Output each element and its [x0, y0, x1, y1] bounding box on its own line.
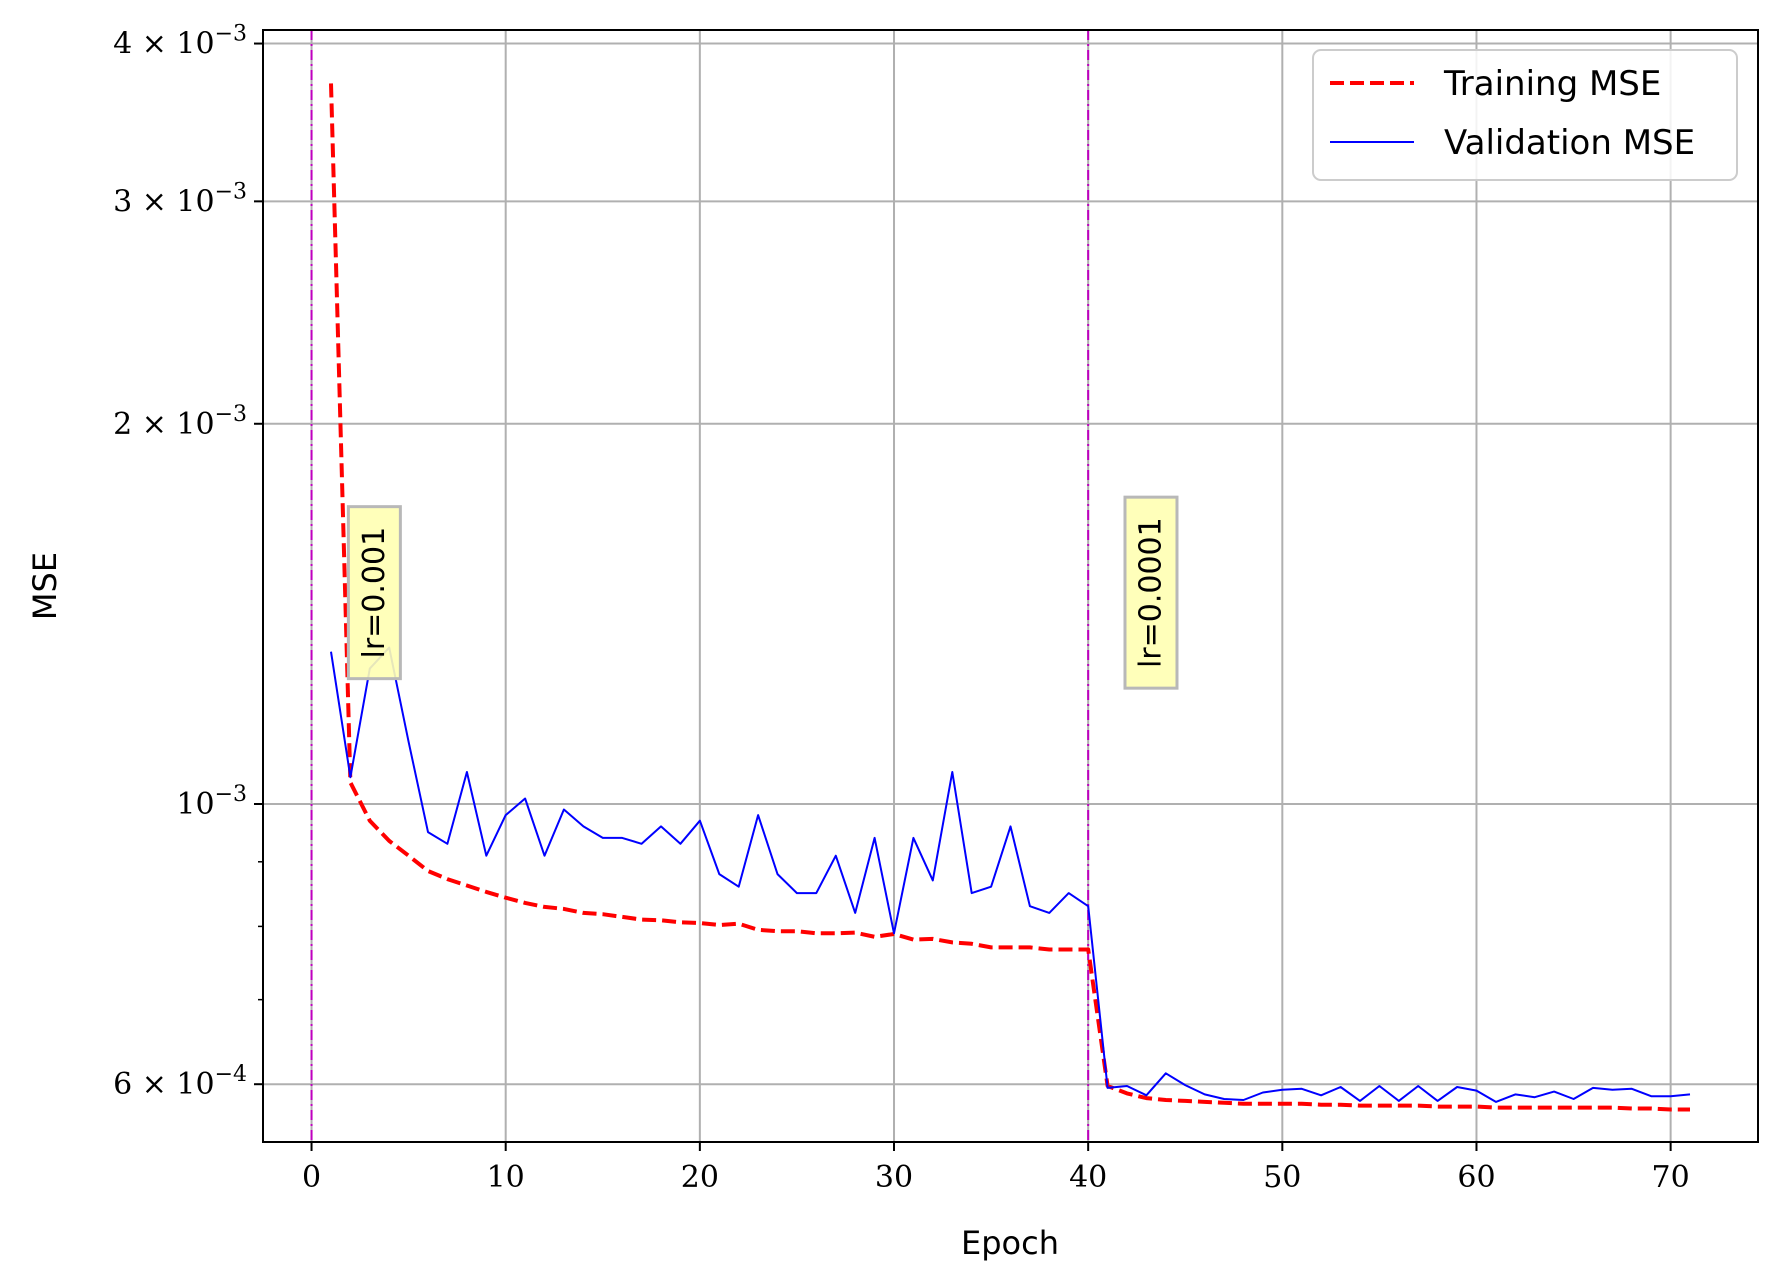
validation-mse-line [330, 646, 1691, 1103]
annotation-box [346, 505, 402, 681]
y-tick-label: 10−3 [176, 782, 247, 822]
x-tick-label: 40 [1069, 1160, 1107, 1195]
grid [263, 30, 1758, 1142]
y-tick-label: 4 × 10−3 [113, 22, 247, 62]
legend: Training MSE Validation MSE [1312, 49, 1738, 181]
lr-annotation: lr=0.001 [346, 505, 402, 681]
x-axis-label: Epoch [961, 1224, 1059, 1262]
lr-annotation: lr=0.0001 [1123, 495, 1179, 690]
plot-frame [262, 29, 1759, 1143]
y-tick-label: 3 × 10−3 [113, 179, 247, 219]
x-tick-label: 70 [1652, 1160, 1690, 1195]
y-axis-label: MSE [26, 552, 64, 620]
legend-label-training: Training MSE [1443, 64, 1661, 104]
y-tick-label: 6 × 10−4 [113, 1062, 247, 1102]
annotation-text: lr=0.0001 [1133, 517, 1168, 668]
annotation-text: lr=0.001 [357, 527, 392, 659]
x-tick-label: 30 [875, 1160, 913, 1195]
legend-label-validation: Validation MSE [1444, 123, 1695, 163]
axis-ticks: 0 10 20 30 40 50 60 70 6 × 10−4 10−3 2 × 10−3 3 × 1… [113, 22, 1690, 1195]
lr-change-lines [310, 30, 1090, 1142]
annotations: lr=0.001 lr=0.0001 [346, 495, 1179, 690]
y-tick-label: 2 × 10−3 [113, 402, 247, 442]
annotation-box [1123, 495, 1179, 690]
x-tick-label: 0 [302, 1160, 321, 1195]
x-tick-label: 60 [1457, 1160, 1495, 1195]
legend-box [1312, 49, 1738, 181]
series-lines [329, 83, 1691, 1112]
x-tick-label: 20 [681, 1160, 719, 1195]
x-tick-label: 10 [487, 1160, 525, 1195]
x-tick-label: 50 [1263, 1160, 1301, 1195]
training-mse-line [329, 83, 1690, 1112]
